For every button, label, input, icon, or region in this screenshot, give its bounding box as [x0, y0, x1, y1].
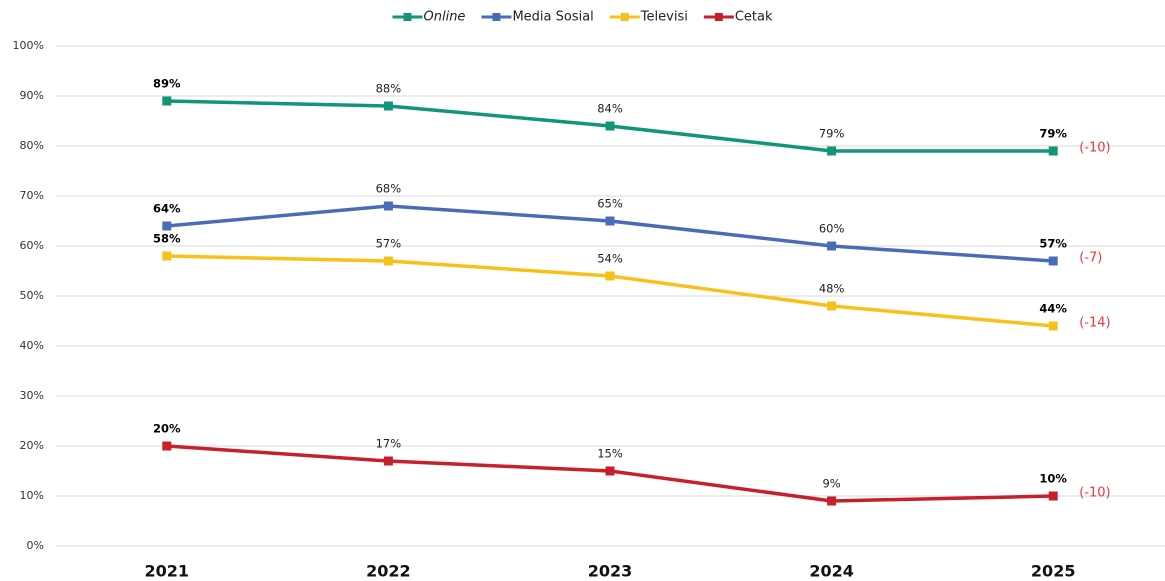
data-label: 60%	[819, 222, 845, 236]
legend-label: Online	[424, 10, 466, 25]
annotation: (-14)	[1079, 316, 1110, 331]
y-tick-label: 20%	[20, 439, 44, 452]
y-tick-label: 30%	[20, 389, 44, 402]
y-tick-label: 50%	[20, 289, 44, 302]
y-tick-label: 90%	[20, 89, 44, 102]
y-tick-label: 100%	[13, 39, 44, 52]
data-label: 44%	[1039, 302, 1067, 316]
data-label: 79%	[819, 127, 845, 141]
series-line	[166, 254, 1054, 328]
annotation: (-10)	[1079, 486, 1110, 501]
point-marker	[605, 216, 615, 226]
point-marker	[1048, 321, 1058, 331]
legend-label: Cetak	[735, 10, 773, 25]
data-label: 54%	[597, 252, 623, 266]
y-tick-label: 0%	[27, 539, 44, 552]
data-label: 15%	[597, 447, 623, 461]
point-marker	[162, 221, 172, 231]
data-label: 20%	[153, 422, 181, 436]
data-label: 89%	[153, 77, 181, 91]
annotation: (-10)	[1079, 141, 1110, 156]
point-marker	[605, 271, 615, 281]
data-label: 84%	[597, 102, 623, 116]
point-marker	[605, 466, 615, 476]
y-tick-label: 60%	[20, 239, 44, 252]
legend-marker	[492, 13, 501, 21]
data-label: 58%	[153, 232, 181, 246]
x-tick-label: 2024	[809, 562, 854, 581]
y-tick-label: 80%	[20, 139, 44, 152]
x-tick-label: 2022	[366, 562, 411, 581]
legend: Online Media Sosial Televisi Cetak	[392, 10, 773, 25]
data-label: 57%	[376, 237, 402, 251]
legend-label: Media Sosial	[512, 10, 593, 25]
legend-marker	[620, 13, 629, 21]
point-marker	[827, 496, 837, 506]
point-marker	[383, 201, 393, 211]
data-label: 64%	[153, 202, 181, 216]
point-marker	[827, 146, 837, 156]
y-tick-label: 70%	[20, 189, 44, 202]
point-marker	[162, 441, 172, 451]
data-label: 88%	[376, 82, 402, 96]
data-label: 68%	[376, 182, 402, 196]
annotation: (-7)	[1079, 251, 1102, 266]
point-marker	[1048, 491, 1058, 501]
point-marker	[383, 256, 393, 266]
data-label: 10%	[1039, 472, 1067, 486]
y-tick-label: 10%	[20, 489, 44, 502]
point-marker	[605, 121, 615, 131]
x-tick-label: 2021	[145, 562, 190, 581]
point-marker	[162, 251, 172, 261]
point-marker	[827, 301, 837, 311]
x-tick-label: 2023	[588, 562, 633, 581]
point-marker	[383, 456, 393, 466]
legend-marker	[714, 13, 723, 21]
legend-label: Televisi	[640, 10, 688, 25]
data-label: 79%	[1039, 127, 1067, 141]
point-marker	[827, 241, 837, 251]
data-label: 9%	[822, 477, 840, 491]
point-marker	[383, 101, 393, 111]
point-marker	[162, 96, 172, 106]
data-label: 65%	[597, 197, 623, 211]
data-label: 57%	[1039, 237, 1067, 251]
data-label: 17%	[376, 437, 402, 451]
point-marker	[1048, 256, 1058, 266]
x-tick-label: 2025	[1031, 562, 1076, 581]
legend-marker	[403, 13, 412, 21]
data-label: 48%	[819, 282, 845, 296]
y-tick-label: 40%	[20, 339, 44, 352]
point-marker	[1048, 146, 1058, 156]
